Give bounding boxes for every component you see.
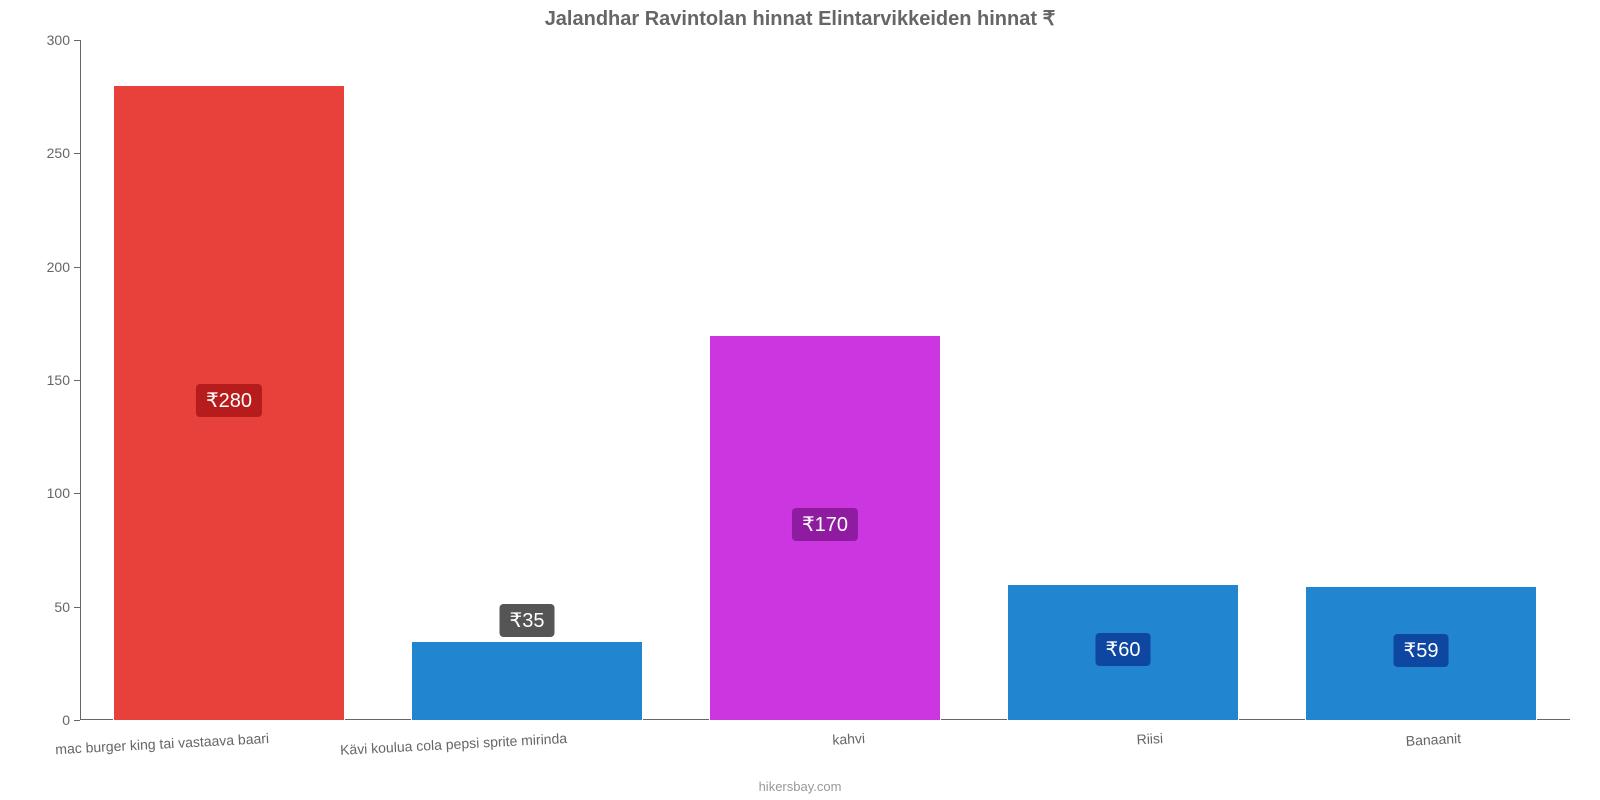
- y-tick-mark: [74, 153, 80, 154]
- bar-value-label: ₹59: [1393, 634, 1448, 667]
- y-tick-label: 100: [30, 485, 70, 501]
- chart-footer: hikersbay.com: [0, 779, 1600, 794]
- chart-title: Jalandhar Ravintolan hinnat Elintarvikke…: [0, 6, 1600, 31]
- y-tick-label: 300: [30, 32, 70, 48]
- y-tick-label: 250: [30, 145, 70, 161]
- bar-value-label: ₹35: [499, 604, 554, 637]
- y-tick-label: 50: [30, 599, 70, 615]
- bar: ₹60: [1007, 584, 1239, 720]
- x-tick-label: kahvi: [525, 730, 865, 764]
- y-tick-mark: [74, 40, 80, 41]
- price-bar-chart: Jalandhar Ravintolan hinnat Elintarvikke…: [0, 0, 1600, 800]
- bar-value-label: ₹60: [1095, 633, 1150, 666]
- y-tick-mark: [74, 607, 80, 608]
- bar: ₹59: [1305, 586, 1537, 720]
- x-tick-label: Kävi koulua cola pepsi sprite mirinda: [227, 730, 567, 764]
- y-tick-label: 150: [30, 372, 70, 388]
- bar-value-label: ₹280: [196, 384, 262, 417]
- bar-value-label: ₹170: [792, 508, 858, 541]
- y-tick-mark: [74, 380, 80, 381]
- x-tick-label: Riisi: [823, 730, 1163, 764]
- bar: ₹280: [113, 85, 345, 720]
- x-tick-label: Banaanit: [1121, 730, 1461, 764]
- y-tick-label: 0: [30, 712, 70, 728]
- y-tick-label: 200: [30, 259, 70, 275]
- y-tick-mark: [74, 267, 80, 268]
- y-tick-mark: [74, 493, 80, 494]
- plot-area: ₹280₹35₹170₹60₹59 050100150200250300mac …: [80, 40, 1570, 720]
- bar: ₹35: [411, 641, 643, 720]
- y-tick-mark: [74, 720, 80, 721]
- bar: ₹170: [709, 335, 941, 720]
- bars-group: ₹280 ₹35 ₹170 ₹60 ₹59: [80, 40, 1570, 720]
